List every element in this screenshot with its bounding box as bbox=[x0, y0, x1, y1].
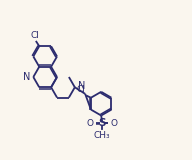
Text: N: N bbox=[22, 72, 30, 82]
Text: Cl: Cl bbox=[31, 31, 40, 40]
Text: Cl: Cl bbox=[77, 85, 85, 94]
Text: O: O bbox=[86, 119, 94, 128]
Text: CH₃: CH₃ bbox=[94, 131, 110, 140]
Text: O: O bbox=[111, 119, 118, 128]
Text: N: N bbox=[78, 81, 86, 91]
Text: S: S bbox=[98, 118, 106, 128]
